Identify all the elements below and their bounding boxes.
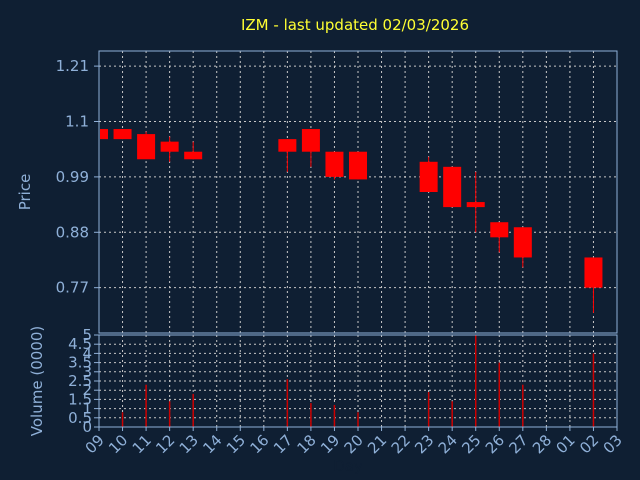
price-y-ticks: 0.77 0.88 0.99 1.1 1.21 — [56, 57, 99, 297]
x-tick-label: 18 — [294, 431, 320, 457]
price-plot-frame — [98, 50, 618, 334]
candle-body — [443, 166, 462, 208]
price-grid — [99, 51, 617, 333]
x-ticks: 0910111213141516171819202122232425262728… — [82, 427, 626, 457]
x-tick-label: 11 — [129, 431, 155, 457]
volume-y-ticks: 00.511.522.533.544.55 — [68, 326, 99, 436]
volume-tick-label: 0.5 — [68, 409, 92, 427]
volume-axis-label: Volume (0000) — [28, 326, 46, 436]
candle-body — [301, 129, 320, 152]
price-tick-label: 1.21 — [56, 57, 89, 75]
candle-body — [419, 161, 438, 192]
volume-tick-label: 2.5 — [68, 372, 92, 390]
candle-body — [490, 222, 509, 238]
x-tick-label: 16 — [246, 431, 272, 457]
candle-body — [137, 134, 156, 160]
price-tick-label: 1.1 — [65, 113, 89, 131]
candle-body — [113, 129, 132, 140]
x-tick-label: 19 — [317, 431, 343, 457]
x-tick-label: 12 — [152, 431, 178, 457]
x-tick-label: 17 — [270, 431, 296, 457]
x-tick-label: 22 — [388, 431, 414, 457]
x-tick-label: 02 — [576, 431, 602, 457]
volume-tick-label: 3 — [82, 363, 92, 381]
x-tick-label: 20 — [341, 431, 367, 457]
x-tick-label: 01 — [553, 431, 579, 457]
volume-tick-label: 1 — [82, 400, 92, 418]
candle-body — [584, 257, 603, 288]
x-tick-label: 13 — [176, 431, 202, 457]
x-tick-label: 26 — [482, 431, 508, 457]
price-tick-label: 0.99 — [56, 168, 89, 186]
x-tick-label: 24 — [435, 431, 461, 457]
candle-body — [160, 141, 179, 152]
candle-body — [513, 227, 532, 258]
x-tick-label: 15 — [223, 431, 249, 457]
volume-tick-label: 5 — [82, 326, 92, 344]
x-tick-label: 23 — [411, 431, 437, 457]
candle-body — [100, 129, 108, 140]
volume-tick-label: 4.5 — [68, 335, 92, 353]
volume-tick-label: 4 — [82, 344, 92, 362]
candle-body — [325, 151, 344, 177]
price-tick-label: 0.77 — [56, 279, 89, 297]
candle-body — [278, 139, 297, 152]
x-tick-label: 10 — [105, 431, 131, 457]
x-axis-label: Day — [333, 457, 363, 475]
candles — [98, 129, 603, 313]
x-tick-label: 28 — [529, 431, 555, 457]
x-tick-label: 27 — [505, 431, 531, 457]
price-axis-label: Price — [16, 174, 34, 211]
volume-tick-label: 3.5 — [68, 354, 92, 372]
x-tick-label: 21 — [364, 431, 390, 457]
x-tick-label: 14 — [199, 431, 225, 457]
candle-body — [466, 202, 485, 208]
candle-body — [349, 151, 367, 180]
volume-tick-label: 0 — [82, 418, 92, 436]
chart-title: IZM - last updated 02/03/2026 — [241, 16, 469, 34]
x-tick-label: 25 — [458, 431, 484, 457]
candle-body — [184, 151, 203, 160]
volume-tick-label: 1.5 — [68, 390, 92, 408]
price-tick-label: 0.88 — [56, 223, 89, 241]
volume-tick-label: 2 — [82, 381, 92, 399]
x-tick-label: 03 — [600, 431, 626, 457]
volume-bars — [121, 335, 595, 427]
